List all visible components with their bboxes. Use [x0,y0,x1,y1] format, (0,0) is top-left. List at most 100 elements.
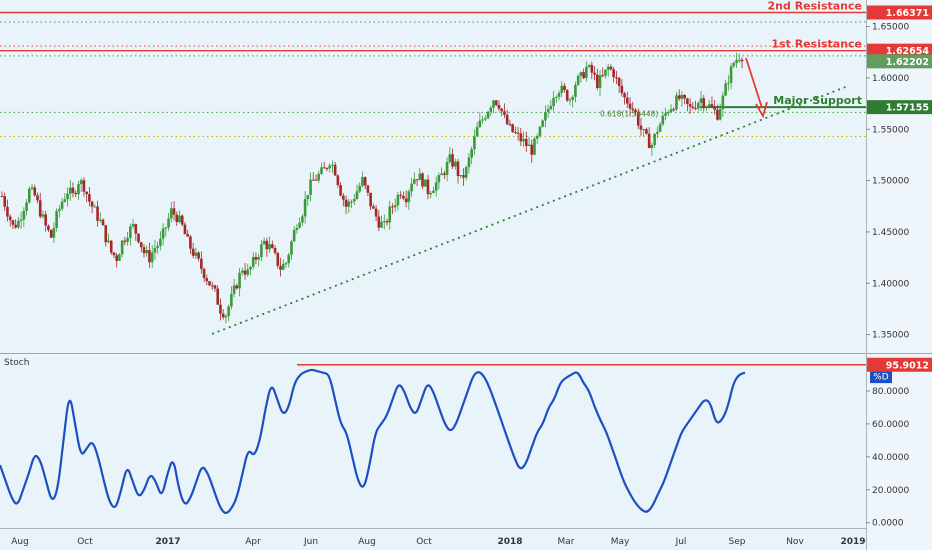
candle [224,314,228,324]
candle [232,278,236,298]
candle [740,57,744,69]
candle [486,110,490,120]
candle [161,223,165,246]
candle [273,245,277,255]
candle [246,263,250,277]
candle [167,213,170,231]
time-tick-label: Sep [729,537,746,547]
candle [707,99,711,109]
candle [344,195,348,215]
candle [552,91,555,112]
candle [522,131,525,148]
time-tick-label: Jun [303,537,318,547]
candle [107,233,110,244]
candle [464,165,468,181]
candle [363,176,367,190]
candle [481,115,484,124]
candle [238,267,241,297]
candle [109,240,113,255]
candle [191,242,195,259]
candle [202,267,206,283]
candle [219,298,222,321]
candle [732,61,736,69]
candle [66,187,69,207]
candle [448,146,452,164]
candle [544,105,547,128]
time-tick-label: Mar [558,537,575,547]
candle [680,91,684,107]
candle [186,229,189,237]
candle [172,201,176,221]
candle [702,94,706,112]
candle [533,136,536,156]
candle [240,267,244,276]
candle [52,222,56,243]
candle [325,167,329,172]
candle [352,193,356,206]
price-tick-label: 1.45000 [872,228,909,238]
candle [694,100,697,111]
candle [28,186,31,204]
candle [402,191,405,201]
candle [314,174,318,181]
candle [440,167,443,176]
candle [268,236,271,253]
candle [104,225,108,247]
candle [164,226,168,237]
candle [148,242,151,268]
candle [213,284,217,292]
candle [153,239,157,260]
projection-arrow-head [755,101,768,119]
candle [606,63,610,77]
stoch-tick-label: 20.0000 [872,486,909,496]
candle [535,133,539,145]
candle [587,63,591,69]
stoch-panel-bg [0,355,866,527]
candle [691,102,695,110]
candle [221,309,225,320]
candle [642,128,645,137]
candle [243,263,247,280]
candle [456,158,460,184]
candle [361,171,364,188]
candle [320,162,323,176]
price-tick-label: 1.65000 [872,23,909,33]
candle [374,204,378,222]
candle [484,115,487,122]
candle [156,241,159,254]
svg-text:%D: %D [873,373,889,383]
candle [675,91,678,111]
stoch-title: Stoch [4,358,29,368]
candle [339,182,342,197]
candle [41,210,45,219]
candle [656,126,659,139]
price-tag-2nd-resistance: 1.66371 [867,5,932,20]
candle [404,190,408,208]
candle [497,100,501,112]
candle [99,212,102,223]
candle [25,198,28,216]
candle [183,222,187,235]
price-tick-label: 1.40000 [872,279,909,289]
candle [538,125,542,138]
candle [391,203,394,214]
candle [347,198,351,213]
candle [265,237,269,257]
candle [503,103,506,119]
candle [303,191,307,224]
candle [666,109,670,117]
level-label-1st-resistance: 1st Resistance [771,38,862,51]
candle [284,261,288,268]
candle [626,91,629,108]
candle [93,204,97,208]
candle [249,265,252,276]
fib-label: 0.618(1.56448) [600,109,658,118]
candle [686,97,689,112]
candle [473,129,476,156]
candle [14,219,17,229]
candle [85,191,88,203]
candle [590,61,594,80]
candle [557,90,561,101]
candle [418,168,422,181]
